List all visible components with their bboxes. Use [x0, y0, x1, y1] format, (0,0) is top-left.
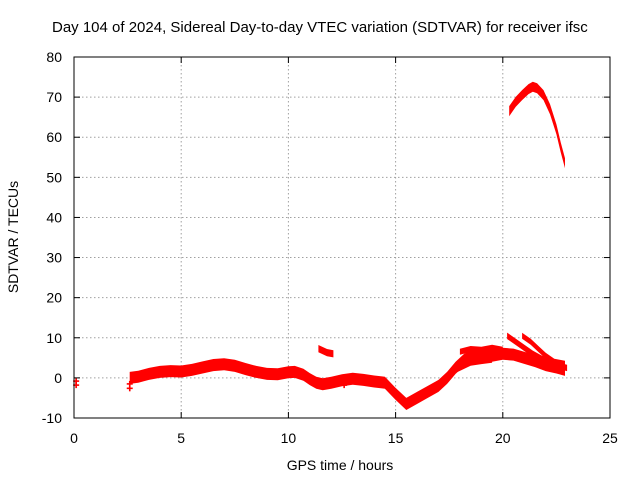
data-series [73, 81, 568, 410]
x-tick-label: 25 [602, 430, 618, 446]
scatter-point [349, 374, 356, 381]
x-tick-label: 15 [388, 430, 404, 446]
series-band-bump-7h-upper [202, 358, 246, 370]
series-band-lower-branch-1 [451, 356, 493, 375]
y-tick-label: 30 [46, 250, 62, 266]
y-tick-label: 70 [46, 89, 62, 105]
x-tick-label: 0 [70, 430, 78, 446]
y-axis-label: SDTVAR / TECUs [5, 181, 21, 293]
series-band-main-track [129, 347, 565, 410]
y-tick-label: 60 [46, 129, 62, 145]
y-tick-label: 80 [46, 49, 62, 65]
series-band-late-track [509, 81, 565, 169]
series-band-upper-branch-1 [459, 344, 503, 355]
y-tick-label: 40 [46, 209, 62, 225]
x-tick-label: 10 [281, 430, 297, 446]
series-band-segment-11h [318, 345, 334, 358]
series-band-upper-branch-3 [522, 332, 565, 367]
plot-frame [73, 56, 611, 419]
y-tick-label: 50 [46, 169, 62, 185]
x-tick-label: 20 [495, 430, 511, 446]
x-axis-label: GPS time / hours [287, 457, 394, 473]
y-tick-label: 0 [54, 370, 62, 386]
scatter-point [341, 382, 348, 389]
axis-ticks: 0 5 10 15 20 25 -10 0 10 20 30 40 50 60 70 80 [42, 49, 618, 446]
x-tick-label: 5 [177, 430, 185, 446]
chart-title: Day 104 of 2024, Sidereal Day-to-day VTE… [52, 19, 588, 36]
y-tick-label: 20 [46, 290, 62, 306]
y-tick-label: 10 [46, 330, 62, 346]
y-tick-label: -10 [42, 410, 62, 426]
scatter-point [126, 385, 133, 392]
